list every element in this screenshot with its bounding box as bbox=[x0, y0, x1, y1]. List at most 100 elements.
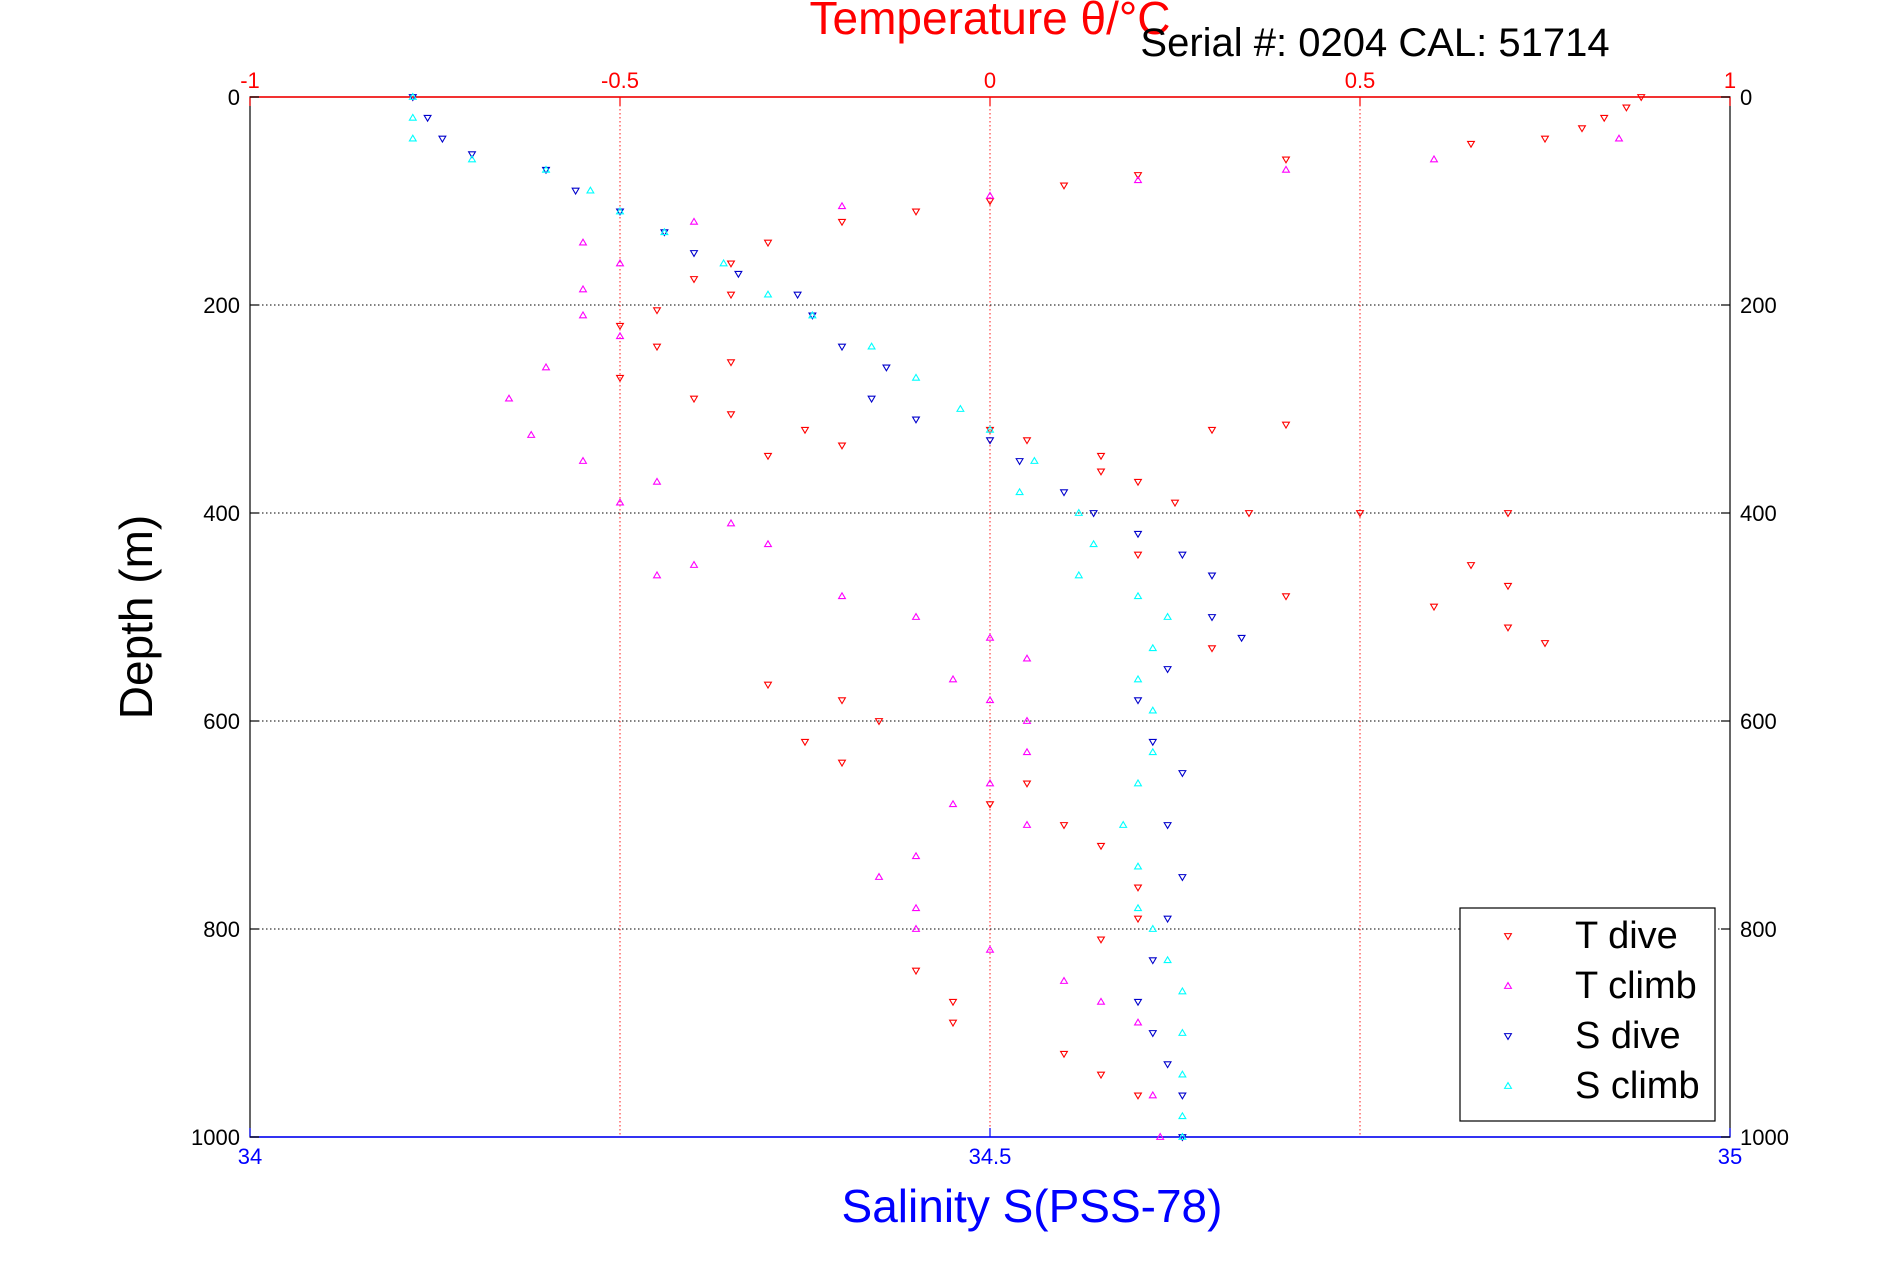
data-point bbox=[1163, 612, 1172, 620]
series-2 bbox=[504, 134, 1624, 1140]
data-point bbox=[438, 135, 447, 144]
data-point bbox=[1074, 570, 1084, 579]
legend: T dive T climb S dive S climb bbox=[1459, 907, 1716, 1122]
data-point bbox=[874, 872, 884, 880]
depth-tick-label-left: 400 bbox=[203, 501, 240, 526]
legend-marker bbox=[1503, 981, 1513, 989]
data-point bbox=[837, 697, 847, 705]
data-point bbox=[1466, 140, 1476, 149]
data-point bbox=[1096, 936, 1106, 944]
data-point bbox=[1148, 924, 1158, 932]
data-point bbox=[1148, 957, 1158, 965]
data-point bbox=[1015, 458, 1024, 466]
depth-tick-label-left: 600 bbox=[203, 709, 240, 734]
temperature-tick-label: 1 bbox=[1724, 68, 1736, 93]
data-point bbox=[1281, 421, 1291, 430]
data-point bbox=[1178, 1132, 1187, 1140]
data-point bbox=[571, 187, 580, 196]
data-point bbox=[867, 395, 876, 404]
data-point bbox=[837, 442, 847, 450]
data-point bbox=[615, 258, 625, 267]
data-point bbox=[1163, 1061, 1172, 1069]
data-point bbox=[726, 260, 736, 268]
data-point bbox=[1022, 820, 1032, 828]
data-point bbox=[1355, 510, 1365, 518]
data-point bbox=[689, 395, 699, 404]
data-point bbox=[1133, 1018, 1143, 1026]
data-point bbox=[837, 201, 847, 210]
data-point bbox=[808, 310, 817, 319]
data-point bbox=[1059, 822, 1069, 830]
data-point bbox=[763, 452, 773, 461]
data-point bbox=[874, 718, 884, 726]
data-point bbox=[1022, 747, 1032, 756]
data-point bbox=[1133, 697, 1143, 705]
data-point bbox=[1281, 593, 1291, 601]
data-point bbox=[1429, 154, 1439, 163]
data-point bbox=[1118, 820, 1128, 828]
data-point bbox=[837, 218, 847, 227]
data-point bbox=[1281, 156, 1291, 164]
data-point bbox=[1133, 172, 1143, 180]
data-point bbox=[586, 186, 595, 194]
data-point bbox=[1207, 645, 1217, 653]
depth-tick-label-right: 600 bbox=[1740, 709, 1777, 734]
data-point bbox=[911, 903, 921, 912]
data-point bbox=[615, 206, 625, 215]
salinity-tick-label: 35 bbox=[1718, 1144, 1742, 1169]
data-point bbox=[578, 238, 588, 246]
data-point bbox=[763, 681, 773, 690]
data-point bbox=[467, 154, 477, 163]
data-point bbox=[1133, 778, 1143, 787]
chart-title: Temperature θ/°C bbox=[810, 0, 1171, 44]
data-point bbox=[1059, 182, 1069, 190]
data-point bbox=[911, 612, 921, 620]
data-point bbox=[1237, 634, 1246, 643]
data-point bbox=[985, 437, 995, 445]
depth-tick-label-right: 800 bbox=[1740, 917, 1777, 942]
data-point bbox=[1599, 114, 1609, 123]
data-point bbox=[1503, 624, 1513, 632]
data-point bbox=[615, 331, 625, 340]
data-point bbox=[1022, 654, 1032, 662]
data-point bbox=[1096, 1071, 1106, 1080]
data-point bbox=[1133, 862, 1143, 870]
data-point bbox=[1281, 165, 1291, 173]
data-point bbox=[726, 518, 736, 527]
temperature-tick-label: 0.5 bbox=[1345, 68, 1376, 93]
data-point bbox=[1133, 903, 1143, 912]
data-point bbox=[985, 778, 995, 787]
data-point bbox=[408, 113, 418, 121]
data-point bbox=[1133, 915, 1143, 924]
legend-label: T climb bbox=[1575, 965, 1697, 1007]
y-axis-label: Depth (m) bbox=[110, 515, 162, 719]
data-point bbox=[689, 250, 699, 258]
data-point bbox=[1022, 437, 1032, 445]
data-point bbox=[1178, 874, 1187, 882]
chart-subtitle: Serial #: 0204 CAL: 51714 bbox=[1140, 21, 1609, 65]
data-point bbox=[504, 394, 514, 402]
data-point bbox=[985, 801, 995, 809]
data-point bbox=[956, 404, 965, 412]
data-point bbox=[1178, 1070, 1187, 1078]
data-point bbox=[1178, 1111, 1187, 1120]
data-point bbox=[1178, 551, 1187, 560]
data-point bbox=[1096, 842, 1106, 851]
data-point bbox=[911, 373, 921, 381]
data-point bbox=[1030, 456, 1039, 464]
data-point bbox=[1148, 643, 1158, 652]
temperature-tick-label: -0.5 bbox=[601, 68, 639, 93]
data-point bbox=[948, 1019, 958, 1028]
salinity-tick-label: 34 bbox=[238, 1144, 262, 1169]
depth-tick-label-left: 800 bbox=[203, 917, 240, 942]
data-point bbox=[1133, 591, 1143, 600]
data-point bbox=[726, 291, 736, 300]
data-point bbox=[1155, 1132, 1165, 1140]
temperature-tick-label: 0 bbox=[984, 68, 996, 93]
data-point bbox=[1133, 530, 1143, 539]
data-point bbox=[763, 239, 773, 248]
data-point bbox=[1178, 1028, 1187, 1036]
data-point bbox=[793, 291, 802, 300]
legend-items: T dive T climb S dive S climb bbox=[1503, 915, 1700, 1107]
